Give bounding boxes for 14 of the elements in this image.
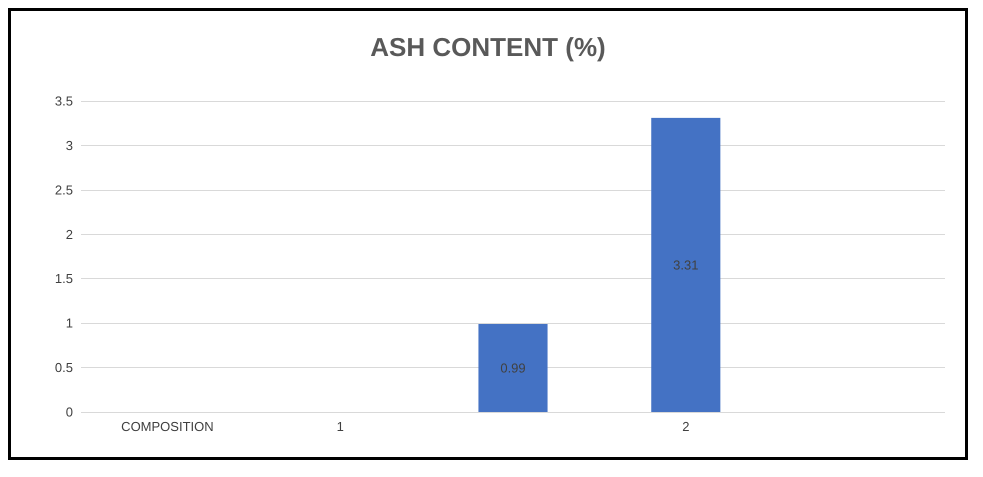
y-tick-label: 3.5 xyxy=(54,94,73,108)
y-tick-label: 1 xyxy=(66,316,73,331)
data-label: 3.31 xyxy=(673,257,698,272)
y-tick-label: 0 xyxy=(66,404,73,420)
chart-title: ASH CONTENT (%) xyxy=(370,32,606,62)
x-tick-label: 2 xyxy=(682,419,690,434)
y-tick-label: 1.5 xyxy=(54,271,73,286)
data-label: 0.99 xyxy=(500,360,526,376)
y-tick-label: 2.5 xyxy=(54,182,73,198)
x-tick-label: 1 xyxy=(336,419,344,434)
y-tick-label: 3 xyxy=(66,138,73,153)
x-tick-label: COMPOSITION xyxy=(121,419,214,434)
y-tick-label: 0.5 xyxy=(54,360,73,376)
y-tick-label: 2 xyxy=(66,226,73,242)
